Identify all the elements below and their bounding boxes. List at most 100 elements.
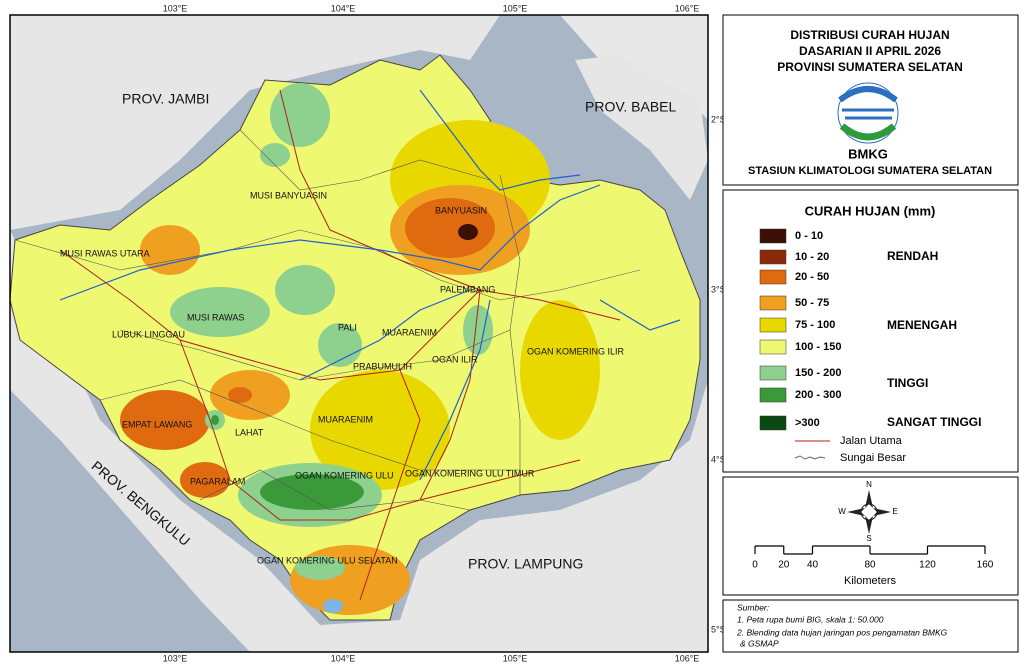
zone: [120, 390, 210, 450]
legend-label: 150 - 200: [795, 367, 841, 379]
indian-ocean: [10, 390, 235, 652]
region-label: OGAN KOMERING ULU TIMUR: [405, 468, 535, 478]
lat-label: 5°S: [711, 624, 726, 634]
legend-categories: RENDAH MENENGAH TINGGI SANGAT TINGGI: [887, 249, 981, 429]
boundary: [199, 469, 471, 511]
lat-label: 2°S: [711, 114, 726, 124]
zone: [270, 83, 330, 147]
source-line: & GSMAP: [740, 638, 779, 648]
region-label: OGAN KOMERING ILIR: [527, 346, 625, 356]
boundary: [239, 129, 491, 191]
zone: [260, 143, 290, 167]
region-label: MUSI BANYUASIN: [250, 190, 327, 200]
logo-circle: [837, 82, 899, 144]
legend-category: RENDAH: [887, 249, 938, 263]
graticule-labels: 103°E 104°E 105°E 106°E 103°E 104°E 105°…: [163, 3, 726, 663]
legend-swatch: [759, 415, 787, 431]
zone: [275, 265, 335, 315]
zone: [170, 287, 270, 337]
lon-label: 103°E: [163, 3, 188, 13]
province-label: PROV. LAMPUNG: [468, 556, 583, 572]
compass-rose: [847, 490, 891, 534]
scale-box: [722, 476, 1019, 596]
lat-label: 4°S: [711, 454, 726, 464]
region-label: BANYUASIN: [435, 205, 487, 215]
river: [419, 89, 581, 191]
region-label: PRABUMULIH: [353, 361, 412, 371]
legend-classes: 0 - 10 10 - 20 20 - 50 50 - 75 75 - 100 100 -…: [759, 228, 841, 431]
road: [179, 339, 581, 521]
zone: [211, 415, 219, 425]
road: [279, 89, 481, 291]
region-label: PAGARALAM: [190, 476, 245, 486]
legend-swatch: [759, 387, 787, 403]
lake: [323, 599, 343, 613]
region-label: MUARAENIM: [382, 327, 437, 337]
legend-line: Sungai Besar: [840, 452, 906, 464]
source-line: 2. Blending data hujan jaringan pos peng…: [736, 627, 948, 637]
region-label: OGAN KOMERING ULU SELATAN: [257, 555, 398, 565]
scale-bar: 0 20 40 80 120 160: [752, 545, 994, 571]
region-labels: MUSI BANYUASIN BANYUASIN MUSI RAWAS UTAR…: [60, 190, 625, 565]
zone: [310, 370, 450, 490]
jambi-land: [10, 15, 708, 120]
bmkg-logo: BMKG: [837, 82, 899, 161]
region-label: MUARAENIM: [318, 414, 373, 424]
region-label: LAHAT: [235, 427, 264, 437]
river: [419, 299, 491, 481]
boundary: [499, 174, 521, 495]
legend-label: 20 - 50: [795, 271, 829, 283]
source-line: Sumber:: [737, 602, 770, 612]
scale-label: 80: [864, 560, 876, 571]
scale-label: 0: [752, 560, 758, 571]
legend-label: 100 - 150: [795, 341, 841, 353]
zone: [463, 305, 493, 355]
zone: [140, 225, 200, 275]
region-label: LUBUK LINGGAU: [112, 329, 185, 339]
neighbour-land: [10, 230, 708, 652]
logo-text: BMKG: [848, 146, 888, 161]
region-label: PALEMBANG: [440, 284, 495, 294]
map-frame: [9, 14, 709, 653]
logo-arc: [838, 86, 898, 103]
legend-category: MENENGAH: [887, 318, 957, 332]
lon-label: 104°E: [331, 3, 356, 13]
lon-label: 103°E: [163, 653, 188, 663]
zone: [180, 462, 230, 498]
scale-label: 20: [778, 560, 790, 571]
province-label: PROV. JAMBI: [122, 91, 209, 107]
roads: [59, 89, 621, 601]
logo-green: [839, 123, 897, 141]
title-line: DISTRIBUSI CURAH HUJAN: [790, 28, 949, 42]
boundary: [99, 379, 520, 471]
lat-label: 3°S: [711, 284, 726, 294]
boundary: [119, 329, 511, 381]
bangka: [575, 55, 708, 200]
legend-label: 200 - 300: [795, 389, 841, 401]
lon-label: 106°E: [675, 3, 700, 13]
river: [599, 299, 681, 331]
compass-letter: N: [866, 480, 872, 489]
province-label: PROV. BABEL: [585, 99, 677, 115]
legend-label: 75 - 100: [795, 319, 835, 331]
road: [419, 289, 481, 501]
map: 103°E 104°E 105°E 106°E 103°E 104°E 105°…: [9, 3, 726, 663]
legend-label: >300: [795, 417, 820, 429]
legend-swatch: [759, 295, 787, 311]
region-label: OGAN KOMERING ULU: [295, 470, 394, 480]
zone: [458, 224, 478, 240]
legend-label: 50 - 75: [795, 297, 829, 309]
source-line: 1. Peta rupa bumi BIG, skala 1: 50.000: [737, 614, 884, 624]
region-label: MUSI RAWAS UTARA: [60, 248, 150, 258]
zone: [318, 323, 362, 367]
legend-swatch: [759, 228, 787, 244]
compass-letter: W: [838, 507, 846, 516]
legend-swatch: [759, 269, 787, 285]
source: Sumber: 1. Peta rupa bumi BIG, skala 1: …: [736, 602, 948, 648]
compass-letter: E: [892, 507, 897, 516]
compass-letter: S: [866, 534, 871, 543]
title: DISTRIBUSI CURAH HUJAN DASARIAN II APRIL…: [777, 28, 963, 74]
legend-title: CURAH HUJAN (mm): [805, 203, 936, 218]
legend-category: TINGGI: [887, 376, 928, 390]
rainfall-zones: [120, 83, 600, 615]
